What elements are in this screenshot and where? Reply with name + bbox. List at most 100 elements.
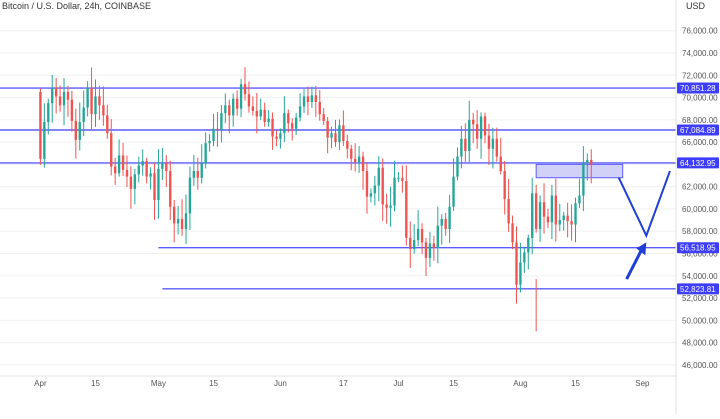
- candle-body: [538, 202, 542, 229]
- candle: [294, 112, 298, 135]
- candle: [416, 210, 420, 247]
- projection-layer: [617, 170, 671, 280]
- candle-body: [102, 105, 105, 116]
- candle-body: [66, 91, 70, 100]
- candle-body: [342, 125, 345, 141]
- level-label: 67,084.89: [680, 126, 716, 135]
- candle-body: [381, 167, 384, 205]
- candle-body: [523, 252, 526, 263]
- candle-body: [389, 205, 392, 208]
- candle-body: [169, 171, 172, 207]
- y-tick-label: 56,000.00: [682, 249, 718, 258]
- candle-body: [43, 122, 46, 159]
- level-label-bg: [677, 242, 719, 254]
- candle: [129, 166, 133, 209]
- candle-body: [125, 169, 129, 177]
- candle-body: [180, 218, 184, 229]
- candle-body: [487, 135, 491, 149]
- candle: [570, 204, 573, 241]
- candle: [531, 177, 534, 255]
- candle: [491, 127, 495, 169]
- candle-body: [224, 105, 227, 114]
- candle-body: [322, 114, 325, 121]
- candle-body: [550, 195, 554, 223]
- candle: [51, 74, 54, 123]
- candle-body: [78, 122, 81, 140]
- candle-body: [184, 213, 188, 229]
- candle: [271, 112, 274, 150]
- y-tick-label: 76,000.00: [682, 27, 718, 36]
- candle-body: [54, 87, 58, 97]
- level-label: 56,518.95: [680, 244, 716, 253]
- candle: [519, 242, 522, 293]
- candle: [267, 110, 270, 127]
- candle: [464, 123, 467, 162]
- candle-body: [472, 119, 475, 125]
- candle: [507, 178, 510, 232]
- candle-body: [176, 218, 180, 224]
- candle: [574, 197, 577, 243]
- candle-body: [263, 109, 266, 123]
- candle-body: [74, 120, 78, 140]
- candle-body: [468, 119, 471, 152]
- candle: [251, 96, 255, 116]
- candle-body: [334, 133, 337, 143]
- candle: [338, 119, 341, 151]
- zone-layer: [535, 163, 624, 179]
- candle: [255, 92, 259, 134]
- candle: [322, 108, 325, 126]
- x-tick-label: 15: [91, 379, 100, 388]
- candle: [385, 193, 388, 224]
- candle: [456, 147, 459, 181]
- candle-body: [133, 174, 137, 189]
- candle-body: [586, 159, 589, 164]
- candle-body: [39, 91, 42, 159]
- candle-body: [570, 221, 573, 225]
- candle-body: [428, 243, 432, 258]
- candle-body: [298, 106, 302, 118]
- candle: [495, 127, 499, 162]
- candle: [393, 160, 396, 212]
- y-tick-label: 52,000.00: [682, 294, 718, 303]
- candle-body: [208, 140, 211, 144]
- y-tick-label: 66,000.00: [682, 138, 718, 147]
- candle: [538, 195, 542, 242]
- candle-body: [562, 215, 565, 221]
- candle-body: [188, 177, 192, 214]
- candle-body: [440, 218, 443, 226]
- candle: [365, 163, 369, 214]
- candle: [180, 199, 184, 236]
- candle: [86, 81, 89, 117]
- candle-body: [70, 99, 74, 121]
- candle-body: [385, 204, 388, 208]
- candle: [66, 85, 70, 117]
- candle: [216, 112, 219, 147]
- candle: [515, 226, 518, 304]
- candle-body: [542, 202, 546, 217]
- candle: [62, 78, 66, 126]
- candle: [121, 142, 125, 176]
- candle: [310, 86, 314, 108]
- candle: [169, 160, 172, 221]
- price-axis-bg: [676, 0, 720, 414]
- candle: [511, 215, 514, 250]
- level-label: 64,132.95: [680, 159, 716, 168]
- candle: [326, 117, 329, 154]
- level-lines-layer: [0, 87, 676, 290]
- candle: [377, 156, 380, 202]
- level-label-bg: [677, 82, 719, 94]
- candle: [176, 205, 180, 235]
- candle-body: [353, 158, 357, 163]
- candle-body: [137, 165, 140, 175]
- candle-body: [58, 96, 62, 106]
- candle-body: [121, 155, 125, 170]
- candle: [542, 183, 546, 234]
- candle: [149, 167, 152, 190]
- candle: [239, 78, 243, 118]
- y-tick-label: 54,000.00: [682, 272, 718, 281]
- level-label: 52,823.81: [680, 285, 716, 294]
- candle: [578, 178, 581, 209]
- candle-body: [161, 163, 164, 169]
- candle: [342, 110, 345, 146]
- candle-body: [239, 84, 243, 109]
